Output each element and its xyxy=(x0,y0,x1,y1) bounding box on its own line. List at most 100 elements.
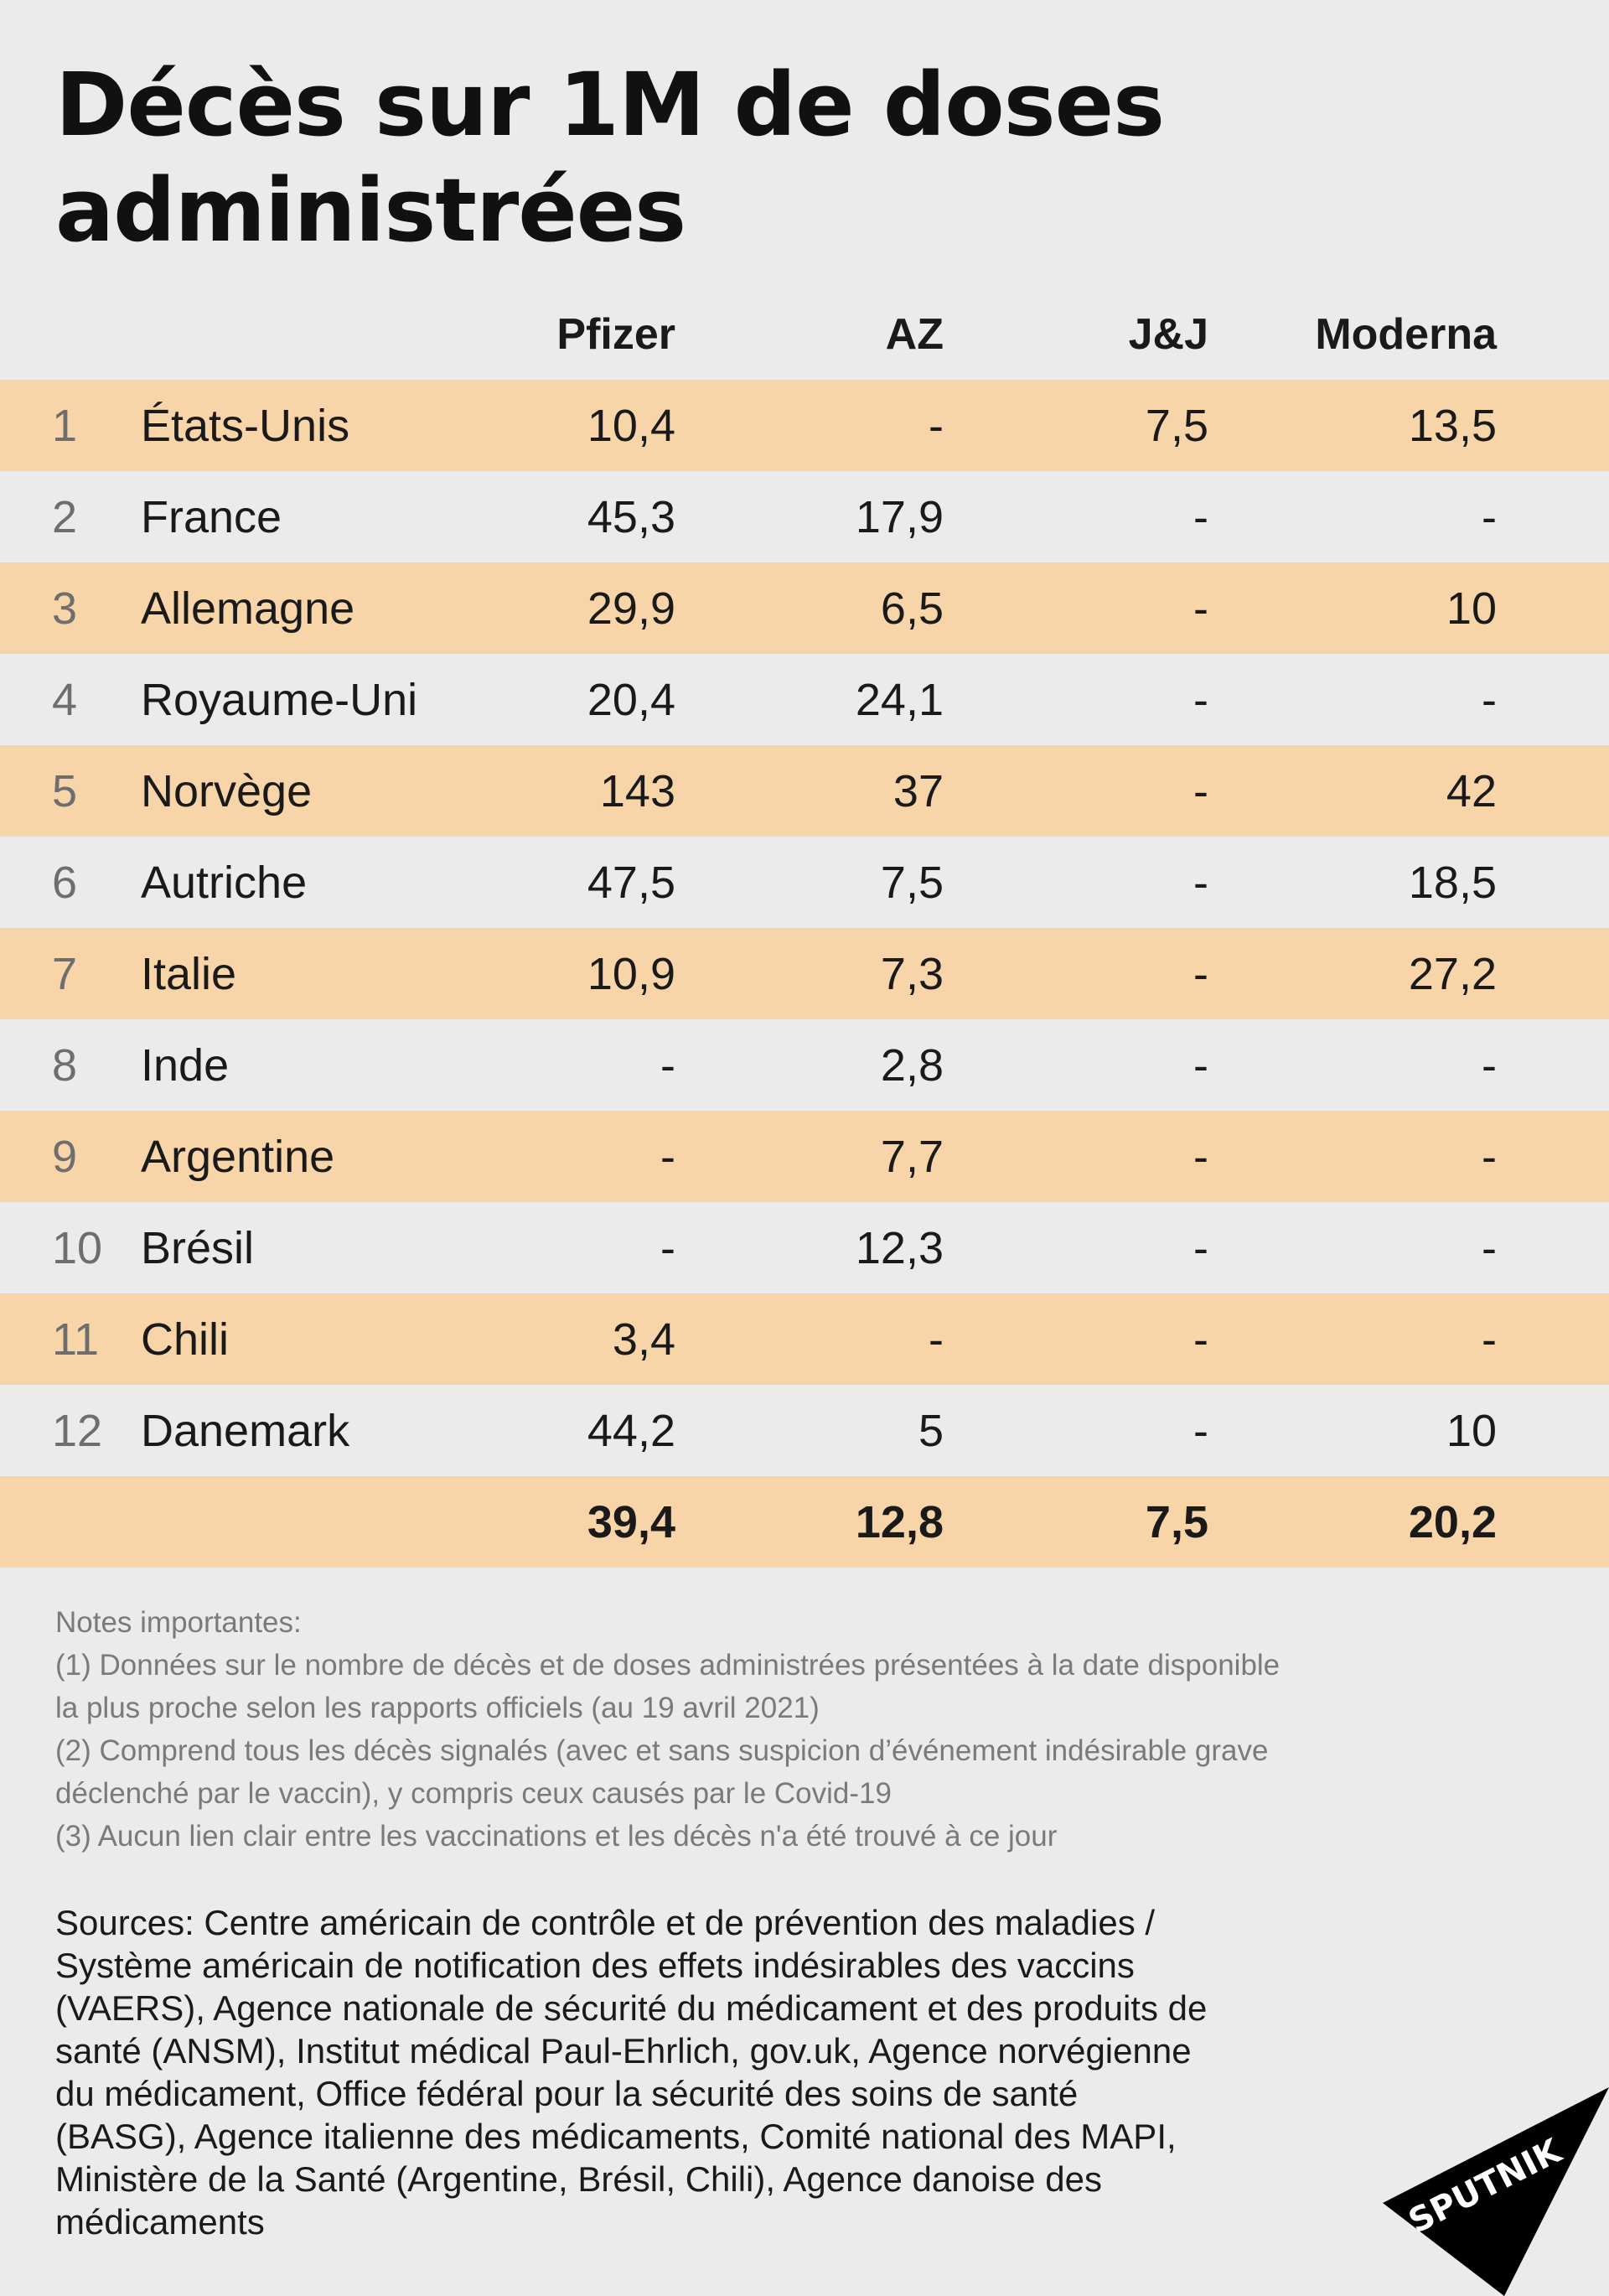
cell-moderna: - xyxy=(1482,491,1497,542)
cell-az: 5 xyxy=(918,1405,944,1456)
row-rank: 8 xyxy=(52,1039,78,1091)
cell-pfizer: 10,4 xyxy=(587,400,675,451)
notes-heading: Notes importantes: xyxy=(55,1606,302,1639)
cell-az: 17,9 xyxy=(855,491,944,542)
row-rank: 11 xyxy=(52,1314,100,1365)
row-rank: 9 xyxy=(52,1131,78,1182)
cell-az: 7,3 xyxy=(880,948,944,999)
table-header-row: Pfizer AZ J&J Moderna xyxy=(0,289,1609,380)
cell-pfizer: 29,9 xyxy=(587,583,675,634)
table-row: 11 Chili 3,4 - - - xyxy=(0,1293,1609,1385)
table-row: 6 Autriche 47,5 7,5 - 18,5 xyxy=(0,837,1609,928)
cell-moderna: 27,2 xyxy=(1408,948,1497,999)
totals-row: 39,4 12,8 7,5 20,2 xyxy=(0,1476,1609,1568)
table-row: 8 Inde - 2,8 - - xyxy=(0,1019,1609,1111)
cell-pfizer: 45,3 xyxy=(587,491,675,542)
cell-pfizer: - xyxy=(660,1039,675,1091)
table-row: 5 Norvège 143 37 - 42 xyxy=(0,745,1609,837)
row-country: Argentine xyxy=(141,1131,335,1182)
total-moderna: 20,2 xyxy=(1408,1496,1497,1547)
row-rank: 5 xyxy=(52,765,78,816)
cell-az: 2,8 xyxy=(880,1039,944,1091)
table-body: 1 États-Unis 10,4 - 7,5 13,5 2 France 45,3 17,9 - -… xyxy=(0,380,1609,1476)
row-country: Brésil xyxy=(141,1222,255,1273)
cell-az: 7,7 xyxy=(880,1131,944,1182)
table-row: 7 Italie 10,9 7,3 - 27,2 xyxy=(0,928,1609,1019)
row-country: Chili xyxy=(141,1314,230,1365)
column-header-az: AZ xyxy=(885,310,944,359)
note-3: (3) Aucun lien clair entre les vaccinati… xyxy=(55,1820,1058,1853)
column-header-pfizer: Pfizer xyxy=(556,310,675,359)
row-country: Autriche xyxy=(141,857,308,908)
cell-az: 12,3 xyxy=(855,1222,944,1273)
table-row: 12 Danemark 44,2 5 - 10 xyxy=(0,1385,1609,1476)
cell-jj: - xyxy=(1193,1222,1208,1273)
cell-az: 7,5 xyxy=(880,857,944,908)
cell-moderna: 13,5 xyxy=(1408,400,1497,451)
cell-moderna: - xyxy=(1482,1039,1497,1091)
cell-pfizer: - xyxy=(660,1131,675,1182)
row-country: France xyxy=(141,491,282,542)
row-country: Royaume-Uni xyxy=(141,674,418,725)
row-rank: 4 xyxy=(52,674,78,725)
cell-moderna: 42 xyxy=(1446,765,1497,816)
cell-jj: - xyxy=(1193,1405,1208,1456)
cell-moderna: 10 xyxy=(1446,583,1497,634)
cell-az: 6,5 xyxy=(880,583,944,634)
cell-moderna: - xyxy=(1482,1131,1497,1182)
cell-pfizer: 47,5 xyxy=(587,857,675,908)
total-az: 12,8 xyxy=(855,1496,944,1547)
column-header-jj: J&J xyxy=(1128,310,1208,359)
sputnik-logo: SPUTNIK xyxy=(1383,2087,1609,2296)
cell-az: 24,1 xyxy=(855,674,944,725)
row-rank: 10 xyxy=(52,1222,103,1273)
table-row: 3 Allemagne 29,9 6,5 - 10 xyxy=(0,562,1609,654)
column-header-moderna: Moderna xyxy=(1315,310,1497,359)
row-country: Danemark xyxy=(141,1405,350,1456)
cell-pfizer: 143 xyxy=(599,765,675,816)
cell-jj: - xyxy=(1193,1131,1208,1182)
row-rank: 1 xyxy=(52,400,78,451)
cell-jj: - xyxy=(1193,857,1208,908)
cell-moderna: - xyxy=(1482,674,1497,725)
row-country: Inde xyxy=(141,1039,230,1091)
row-country: Allemagne xyxy=(141,583,355,634)
cell-pfizer: 20,4 xyxy=(587,674,675,725)
row-country: États-Unis xyxy=(141,400,350,451)
sources-text: Sources: Centre américain de contrôle et… xyxy=(55,1903,1208,2242)
data-table: Pfizer AZ J&J Moderna 1 États-Unis 10,4 - 7,… xyxy=(0,289,1609,1568)
cell-jj: 7,5 xyxy=(1145,400,1208,451)
note-2: (2) Comprend tous les décès signalés (av… xyxy=(55,1734,1269,1810)
cell-pfizer: 3,4 xyxy=(612,1314,675,1365)
row-rank: 6 xyxy=(52,857,78,908)
cell-az: 37 xyxy=(892,765,944,816)
cell-jj: - xyxy=(1193,491,1208,542)
cell-az: - xyxy=(929,400,944,451)
cell-jj: - xyxy=(1193,1039,1208,1091)
cell-jj: - xyxy=(1193,948,1208,999)
row-country: Italie xyxy=(141,948,237,999)
cell-jj: - xyxy=(1193,1314,1208,1365)
table-row: 9 Argentine - 7,7 - - xyxy=(0,1111,1609,1202)
row-country: Norvège xyxy=(141,765,313,816)
cell-jj: - xyxy=(1193,765,1208,816)
cell-jj: - xyxy=(1193,583,1208,634)
logo-triangle xyxy=(1383,2087,1609,2296)
total-pfizer: 39,4 xyxy=(587,1496,675,1547)
table-row: 4 Royaume-Uni 20,4 24,1 - - xyxy=(0,654,1609,745)
cell-az: - xyxy=(929,1314,944,1365)
cell-pfizer: 44,2 xyxy=(587,1405,675,1456)
total-jj: 7,5 xyxy=(1145,1496,1208,1547)
cell-moderna: 10 xyxy=(1446,1405,1497,1456)
cell-moderna: - xyxy=(1482,1314,1497,1365)
note-1: (1) Données sur le nombre de décès et de… xyxy=(55,1649,1280,1724)
row-rank: 3 xyxy=(52,583,78,634)
cell-pfizer: 10,9 xyxy=(587,948,675,999)
cell-pfizer: - xyxy=(660,1222,675,1273)
cell-moderna: - xyxy=(1482,1222,1497,1273)
row-rank: 7 xyxy=(52,948,78,999)
row-rank: 2 xyxy=(52,491,78,542)
row-rank: 12 xyxy=(52,1405,103,1456)
notes-block: Notes importantes: (1) Données sur le no… xyxy=(55,1601,1497,1858)
table-row: 10 Brésil - 12,3 - - xyxy=(0,1202,1609,1293)
